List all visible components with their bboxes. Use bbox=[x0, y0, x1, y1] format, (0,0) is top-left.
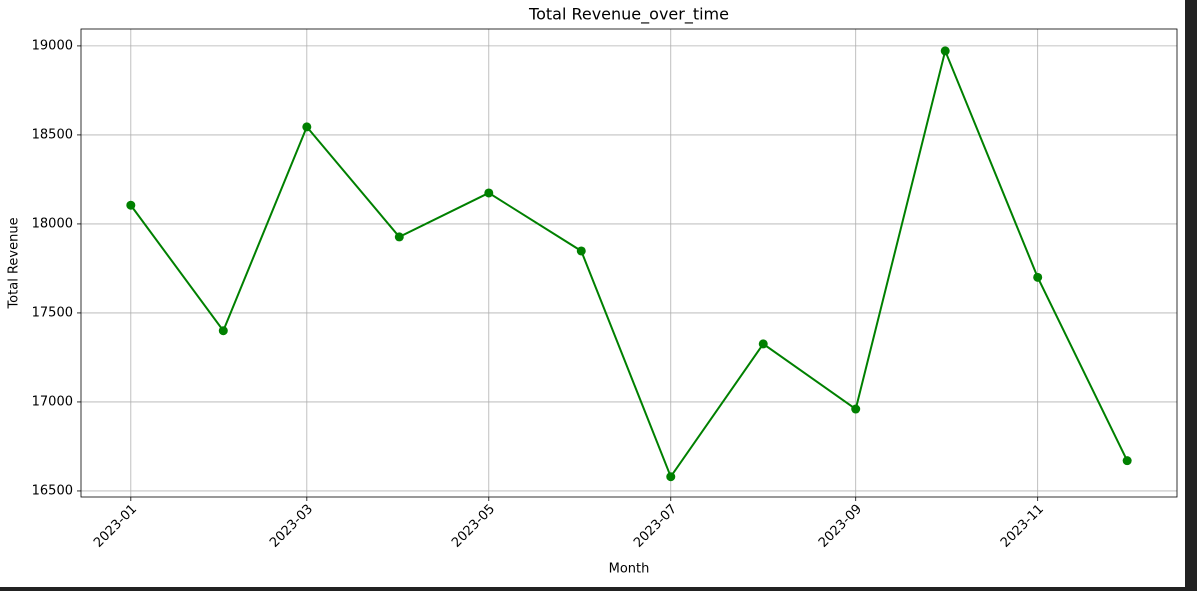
point bbox=[1033, 272, 1043, 282]
point bbox=[394, 232, 404, 242]
y-tick-label: 19000 bbox=[32, 38, 73, 53]
point bbox=[218, 326, 228, 336]
line bbox=[130, 47, 1129, 479]
x-axis-label: Month bbox=[609, 562, 650, 577]
y-tick-label: 17500 bbox=[32, 305, 73, 320]
point bbox=[126, 200, 136, 210]
point bbox=[484, 188, 494, 198]
point bbox=[666, 472, 676, 482]
point bbox=[940, 46, 950, 56]
y-tick-label: 16500 bbox=[32, 483, 73, 498]
point bbox=[758, 339, 768, 349]
marks-layer bbox=[126, 46, 1132, 482]
screen-edge bbox=[1185, 0, 1197, 591]
point bbox=[1122, 456, 1132, 466]
screen-edge bbox=[0, 587, 1197, 591]
point bbox=[576, 246, 586, 256]
y-axis-label: Total Revenue bbox=[7, 217, 22, 309]
point bbox=[851, 404, 861, 414]
y-tick-label: 18500 bbox=[32, 127, 73, 142]
grid-layer bbox=[81, 29, 1177, 497]
y-tick-label: 17000 bbox=[32, 394, 73, 409]
plot-frame bbox=[80, 28, 1178, 498]
y-tick-label: 18000 bbox=[32, 216, 73, 231]
point bbox=[302, 122, 312, 132]
chart-title: Total Revenue_over_time bbox=[528, 5, 729, 25]
